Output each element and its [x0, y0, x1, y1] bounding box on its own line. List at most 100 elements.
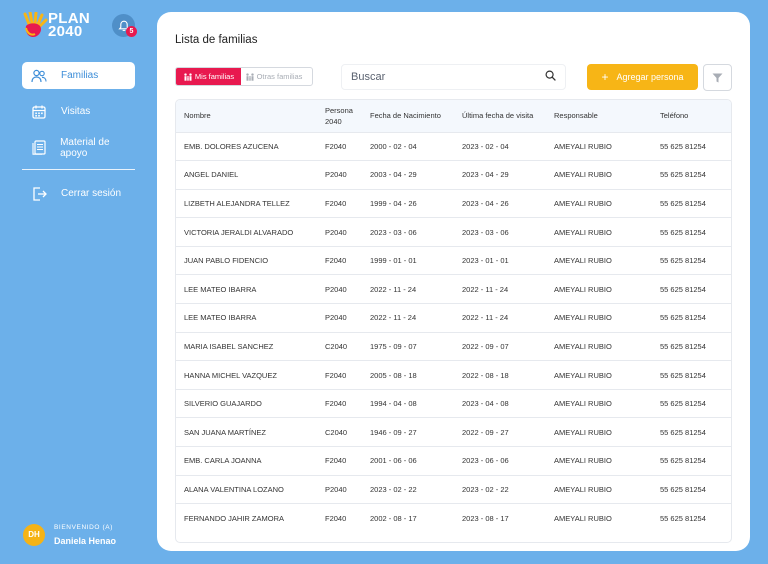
cell-persona: P2040	[325, 284, 347, 294]
header-telefono[interactable]: Teléfono	[660, 111, 689, 121]
cell-nombre: EMB. CARLA JOANNA	[184, 456, 262, 466]
table-row[interactable]: EMB. DOLORES AZUCENA F2040 2000 - 02 - 04 2…	[176, 132, 731, 161]
cell-persona: F2040	[325, 141, 347, 151]
header-responsable[interactable]: Responsable	[554, 111, 598, 121]
table-row[interactable]: JUAN PABLO FIDENCIO F2040 1999 - 01 - 01 20…	[176, 246, 731, 275]
table-row[interactable]: SILVERIO GUAJARDO F2040 1994 - 04 - 08 2023…	[176, 389, 731, 418]
cell-nombre: JUAN PABLO FIDENCIO	[184, 256, 269, 266]
cell-nombre: FERNANDO JAHIR ZAMORA	[184, 513, 285, 523]
table-row[interactable]: MARIA ISABEL SANCHEZ C2040 1975 - 09 - 07 2…	[176, 332, 731, 361]
cell-responsable: AMEYALI RUBIO	[554, 313, 612, 323]
cell-ultima-visita: 2023 - 04 - 29	[462, 170, 509, 180]
cell-ultima-visita: 2022 - 11 - 24	[462, 313, 509, 323]
cell-ultima-visita: 2022 - 09 - 07	[462, 341, 509, 351]
cell-ultima-visita: 2022 - 08 - 18	[462, 370, 509, 380]
cell-fecha-nacimiento: 2022 - 11 - 24	[370, 313, 417, 323]
cell-nombre: MARIA ISABEL SANCHEZ	[184, 341, 274, 351]
cell-fecha-nacimiento: 1999 - 01 - 01	[370, 256, 417, 266]
cell-fecha-nacimiento: 2023 - 02 - 22	[370, 484, 417, 494]
add-person-button[interactable]: + Agregar persona	[587, 64, 698, 90]
sidebar-item-label: Visitas	[61, 106, 91, 117]
cell-nombre: ALANA VALENTINA LOZANO	[184, 484, 284, 494]
logout-icon	[31, 186, 47, 202]
cell-persona: C2040	[325, 427, 348, 437]
cell-telefono: 55 625 81254	[660, 170, 706, 180]
cell-nombre: EMB. DOLORES AZUCENA	[184, 141, 279, 151]
cell-telefono: 55 625 81254	[660, 427, 706, 437]
cell-responsable: AMEYALI RUBIO	[554, 141, 612, 151]
sidebar-item-visitas[interactable]: Visitas	[22, 98, 135, 125]
table-row[interactable]: HANNA MICHEL VAZQUEZ F2040 2005 - 08 - 18 2…	[176, 360, 731, 390]
cell-nombre: HANNA MICHEL VAZQUEZ	[184, 370, 277, 380]
header-persona-line-1: Persona	[325, 105, 353, 115]
cell-persona: F2040	[325, 198, 347, 208]
cell-nombre: LEE MATEO IBARRA	[184, 313, 257, 323]
toggle-label: Mis familias	[194, 72, 235, 81]
toggle-mis-familias[interactable]: Mis familias	[176, 68, 241, 85]
app-logo[interactable]: PLAN 2040	[22, 10, 92, 42]
cell-telefono: 55 625 81254	[660, 141, 706, 151]
main-panel: Lista de familias Mis familias Otras fam…	[157, 12, 750, 551]
search-icon[interactable]	[545, 68, 556, 86]
cell-responsable: AMEYALI RUBIO	[554, 256, 612, 266]
cell-responsable: AMEYALI RUBIO	[554, 427, 612, 437]
cell-responsable: AMEYALI RUBIO	[554, 170, 612, 180]
table-row[interactable]: EMB. CARLA JOANNA F2040 2001 - 06 - 06 2023…	[176, 446, 731, 476]
toggle-label: Otras familias	[256, 72, 303, 81]
user-name: Daniela Henao	[54, 536, 117, 546]
cell-persona: C2040	[325, 341, 348, 351]
table-row[interactable]: FERNANDO JAHIR ZAMORA F2040 2002 - 08 - 17…	[176, 503, 731, 533]
search-box	[341, 64, 566, 90]
table-row[interactable]: LEE MATEO IBARRA P2040 2022 - 11 - 24 2022 …	[176, 274, 731, 304]
page-title: Lista de familias	[175, 34, 258, 46]
families-table: Nombre Persona 2040 Fecha de Nacimiento Ú…	[175, 99, 732, 543]
cell-fecha-nacimiento: 2023 - 03 - 06	[370, 227, 417, 237]
logout-button[interactable]: Cerrar sesión	[22, 180, 135, 207]
bell-icon	[117, 20, 130, 31]
cell-responsable: AMEYALI RUBIO	[554, 341, 612, 351]
cell-telefono: 55 625 81254	[660, 513, 706, 523]
cell-persona: P2040	[325, 313, 347, 323]
table-row[interactable]: LEE MATEO IBARRA P2040 2022 - 11 - 24 2022 …	[176, 303, 731, 333]
cell-telefono: 55 625 81254	[660, 227, 706, 237]
table-row[interactable]: LIZBETH ALEJANDRA TELLEZ F2040 1999 - 04 -…	[176, 189, 731, 218]
cell-fecha-nacimiento: 1975 - 09 - 07	[370, 341, 417, 351]
cell-telefono: 55 625 81254	[660, 399, 706, 409]
avatar[interactable]: DH	[23, 524, 45, 546]
cell-ultima-visita: 2023 - 04 - 08	[462, 399, 509, 409]
people-icon	[31, 68, 47, 84]
sidebar-item-label: Material de apoyo	[60, 136, 110, 159]
filter-button[interactable]	[703, 64, 732, 91]
table-row[interactable]: ANGEL DANIEL P2040 2003 - 04 - 29 2023 - 04…	[176, 160, 731, 190]
cell-persona: P2040	[325, 170, 347, 180]
sidebar-item-material-de-apoyo[interactable]: Material de apoyo	[22, 134, 135, 161]
table-row[interactable]: VICTORIA JERALDI ALVARADO P2040 2023 - 03 …	[176, 217, 731, 247]
table-header-row: Nombre Persona 2040 Fecha de Nacimiento Ú…	[176, 100, 731, 132]
cell-telefono: 55 625 81254	[660, 256, 706, 266]
cell-fecha-nacimiento: 2022 - 11 - 24	[370, 284, 417, 294]
logout-label: Cerrar sesión	[61, 188, 122, 199]
cell-nombre: LEE MATEO IBARRA	[184, 284, 257, 294]
cell-persona: P2040	[325, 484, 347, 494]
cell-responsable: AMEYALI RUBIO	[554, 484, 612, 494]
cell-telefono: 55 625 81254	[660, 284, 706, 294]
toggle-otras-familias[interactable]: Otras familias	[241, 68, 306, 85]
cell-persona: P2040	[325, 227, 347, 237]
table-row[interactable]: ALANA VALENTINA LOZANO P2040 2023 - 02 - 2…	[176, 475, 731, 504]
logo-line-1: PLAN	[48, 10, 91, 27]
sidebar-item-familias[interactable]: Familias	[22, 62, 135, 89]
families-toggle: Mis familias Otras familias	[175, 67, 313, 86]
search-input[interactable]	[351, 71, 545, 83]
header-fecha-nacimiento[interactable]: Fecha de Nacimiento	[370, 111, 441, 121]
header-persona-2040[interactable]: Persona 2040	[317, 100, 362, 132]
cell-telefono: 55 625 81254	[660, 456, 706, 466]
cell-nombre: SAN JUANA MARTÍNEZ	[184, 427, 266, 437]
table-row[interactable]: SAN JUANA MARTÍNEZ C2040 1946 - 09 - 27 202…	[176, 417, 731, 447]
cell-telefono: 55 625 81254	[660, 484, 706, 494]
cell-persona: F2040	[325, 456, 347, 466]
cell-responsable: AMEYALI RUBIO	[554, 284, 612, 294]
header-ultima-visita[interactable]: Última fecha de visita	[462, 111, 534, 121]
cell-fecha-nacimiento: 2003 - 04 - 29	[370, 170, 417, 180]
sidebar: PLAN 2040 5 Familias	[0, 0, 150, 564]
header-nombre[interactable]: Nombre	[184, 111, 211, 121]
